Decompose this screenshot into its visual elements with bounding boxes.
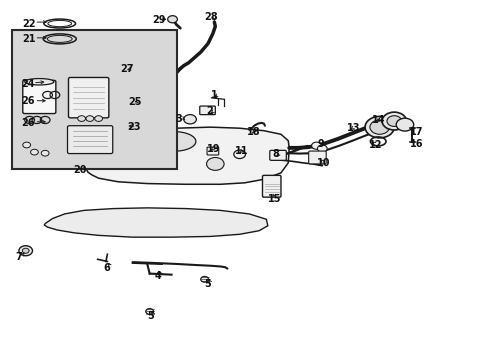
- Text: 2: 2: [206, 107, 213, 116]
- FancyBboxPatch shape: [262, 175, 281, 197]
- Text: 28: 28: [204, 13, 218, 22]
- Bar: [12, 30, 177, 169]
- Circle shape: [386, 116, 401, 126]
- Text: 9: 9: [317, 139, 324, 149]
- Ellipse shape: [25, 78, 54, 85]
- Text: 17: 17: [409, 127, 423, 137]
- Text: 26: 26: [21, 96, 34, 107]
- Text: 27: 27: [120, 64, 134, 74]
- Text: 11: 11: [234, 147, 248, 157]
- Circle shape: [201, 276, 208, 282]
- Circle shape: [145, 309, 153, 314]
- Text: 14: 14: [371, 115, 385, 125]
- Text: 24: 24: [21, 78, 34, 89]
- Circle shape: [23, 142, 30, 148]
- Text: 29: 29: [152, 15, 165, 25]
- Text: 5: 5: [147, 311, 154, 321]
- Circle shape: [30, 149, 38, 155]
- Polygon shape: [44, 208, 267, 237]
- Circle shape: [86, 116, 94, 121]
- FancyBboxPatch shape: [23, 80, 56, 113]
- Circle shape: [381, 112, 406, 130]
- Text: 10: 10: [316, 158, 329, 168]
- Text: 16: 16: [409, 139, 423, 149]
- Text: 5: 5: [204, 279, 211, 289]
- Text: 1: 1: [210, 90, 217, 100]
- Text: 3: 3: [175, 113, 182, 123]
- Text: 20: 20: [73, 165, 87, 175]
- Text: 4: 4: [155, 271, 162, 282]
- Circle shape: [19, 246, 32, 256]
- Text: 6: 6: [103, 262, 110, 273]
- Text: 12: 12: [368, 140, 382, 150]
- Text: 25: 25: [127, 97, 141, 107]
- Circle shape: [22, 248, 29, 253]
- Text: 15: 15: [267, 194, 281, 203]
- Circle shape: [233, 150, 245, 158]
- Circle shape: [365, 116, 393, 138]
- Text: 7: 7: [15, 252, 21, 262]
- Text: 21: 21: [22, 34, 35, 44]
- Text: 19: 19: [206, 144, 220, 154]
- Text: 8: 8: [272, 149, 279, 159]
- Circle shape: [369, 120, 388, 134]
- FancyBboxPatch shape: [206, 147, 218, 155]
- Text: 26: 26: [21, 118, 34, 128]
- FancyBboxPatch shape: [68, 77, 109, 118]
- Circle shape: [183, 114, 196, 124]
- Circle shape: [206, 157, 224, 170]
- FancyBboxPatch shape: [67, 126, 113, 154]
- Polygon shape: [86, 127, 288, 184]
- Text: 22: 22: [22, 18, 35, 28]
- FancyBboxPatch shape: [269, 150, 286, 160]
- Circle shape: [95, 116, 102, 121]
- Text: 13: 13: [346, 123, 359, 133]
- Text: 18: 18: [246, 127, 260, 137]
- Ellipse shape: [152, 132, 196, 151]
- Circle shape: [167, 16, 177, 23]
- FancyBboxPatch shape: [200, 106, 215, 114]
- Circle shape: [395, 118, 413, 131]
- Text: 23: 23: [126, 122, 140, 132]
- Circle shape: [78, 116, 85, 121]
- Circle shape: [317, 145, 326, 152]
- Circle shape: [41, 150, 49, 156]
- Circle shape: [311, 142, 321, 149]
- FancyBboxPatch shape: [308, 151, 325, 164]
